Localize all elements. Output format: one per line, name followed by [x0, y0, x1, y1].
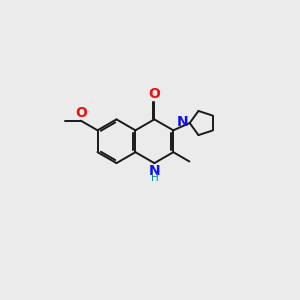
Text: O: O — [148, 87, 160, 101]
Text: N: N — [177, 115, 188, 129]
Text: H: H — [151, 173, 158, 183]
Text: O: O — [76, 106, 87, 119]
Text: N: N — [148, 164, 160, 178]
